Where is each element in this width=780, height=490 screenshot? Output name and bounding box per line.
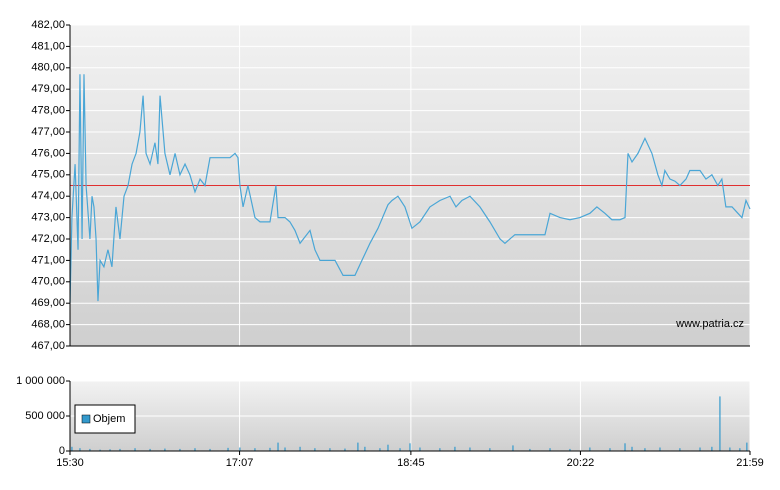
x-tick-label: 21:59: [736, 457, 764, 469]
volume-bar: [439, 448, 441, 451]
volume-bar: [489, 448, 491, 451]
volume-bar: [589, 447, 591, 451]
volume-bar: [644, 448, 646, 451]
volume-bar: [719, 396, 721, 451]
x-tick-label: 18:45: [397, 457, 425, 469]
volume-bar: [739, 448, 741, 451]
volume-bar: [679, 448, 681, 451]
y-tick-label: 471,00: [31, 254, 65, 266]
y-tick-label: 467,00: [31, 340, 65, 352]
volume-bar: [89, 448, 91, 451]
x-tick-label: 15:30: [56, 457, 84, 469]
x-tick-label: 17:07: [226, 457, 254, 469]
volume-bar: [549, 448, 551, 451]
volume-bar: [284, 447, 286, 451]
y-tick-label: 469,00: [31, 297, 65, 309]
price-line: [69, 74, 751, 304]
volume-bar: [254, 448, 256, 451]
volume-bar: [149, 448, 151, 451]
volume-bar: [699, 447, 701, 451]
volume-bar: [299, 446, 301, 451]
volume-bar: [164, 448, 166, 451]
y-tick-label: 468,00: [31, 319, 65, 331]
volume-bar: [631, 446, 633, 451]
y-tick-label: 479,00: [31, 83, 65, 95]
volume-bar: [179, 448, 181, 451]
volume-bar: [227, 447, 229, 451]
volume-bar: [454, 446, 456, 451]
volume-bar: [569, 448, 571, 451]
volume-bar: [277, 442, 279, 451]
y-tick-label: 475,00: [31, 169, 65, 181]
legend-swatch: [81, 414, 91, 424]
y-tick-label: 480,00: [31, 62, 65, 74]
volume-bar: [79, 448, 81, 451]
volume-bar: [329, 448, 331, 451]
volume-bar: [729, 447, 731, 451]
y-tick-label: 500 000: [25, 410, 65, 422]
volume-bar: [711, 446, 713, 451]
volume-bar: [469, 447, 471, 451]
annotation: www.patria.cz: [675, 318, 744, 330]
volume-bar: [529, 448, 531, 451]
legend-label: Objem: [93, 413, 125, 425]
y-tick-label: 472,00: [31, 233, 65, 245]
volume-bar: [357, 442, 359, 451]
volume-bar: [379, 448, 381, 451]
x-tick-label: 20:22: [567, 457, 595, 469]
volume-bar: [419, 447, 421, 451]
volume-bar: [99, 449, 101, 451]
y-tick-label: 477,00: [31, 126, 65, 138]
volume-bar: [209, 448, 211, 451]
volume-bar: [344, 448, 346, 451]
volume-bar: [399, 448, 401, 451]
volume-bar: [134, 448, 136, 451]
y-tick-label: 0: [59, 445, 65, 457]
y-tick-label: 473,00: [31, 212, 65, 224]
volume-bar: [409, 443, 411, 451]
volume-bar: [746, 442, 748, 451]
volume-bar: [387, 444, 389, 451]
volume-bar: [314, 448, 316, 451]
y-tick-label: 470,00: [31, 276, 65, 288]
volume-bar: [239, 447, 241, 451]
volume-bar: [364, 446, 366, 451]
y-tick-label: 1 000 000: [16, 375, 65, 387]
volume-bar: [624, 443, 626, 451]
volume-bar: [109, 449, 111, 451]
y-tick-label: 476,00: [31, 147, 65, 159]
volume-bar: [512, 445, 514, 451]
volume-bar: [659, 447, 661, 451]
y-tick-label: 474,00: [31, 190, 65, 202]
volume-bar: [119, 448, 121, 451]
volume-bar: [609, 448, 611, 451]
y-tick-label: 482,00: [31, 19, 65, 31]
y-tick-label: 481,00: [31, 40, 65, 52]
volume-bar: [269, 447, 271, 451]
volume-bar: [71, 446, 73, 451]
volume-bar: [194, 448, 196, 451]
y-tick-label: 478,00: [31, 105, 65, 117]
